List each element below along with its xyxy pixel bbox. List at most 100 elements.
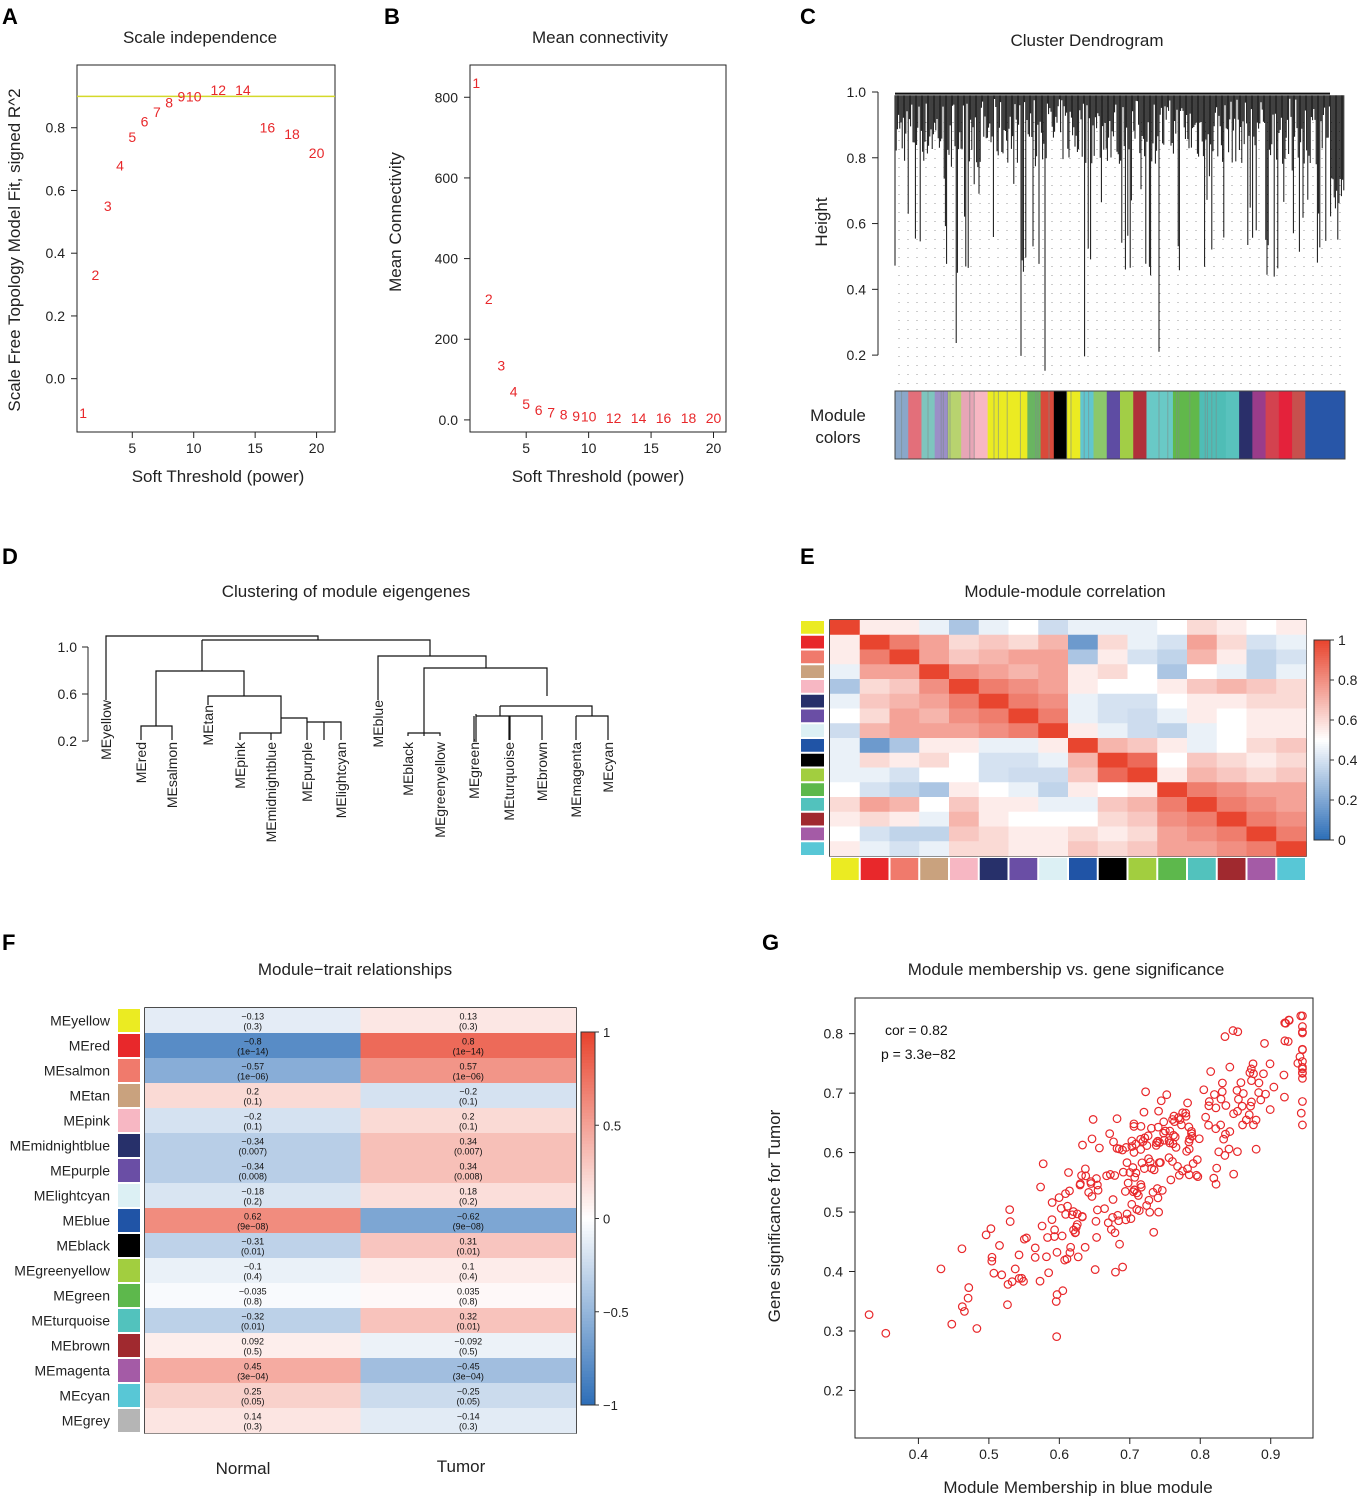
panel-e-legend-label: 0	[1338, 832, 1346, 848]
panel-e-title: Module-module correlation	[964, 582, 1165, 601]
panel-e-legend-band	[1314, 786, 1330, 789]
panel-e-cell	[1157, 693, 1188, 709]
panel-c-module-bar-frame	[894, 390, 1346, 460]
panel-f-legend-band	[581, 1059, 595, 1064]
panel-c-module-color	[908, 391, 922, 459]
panel-g-point	[1128, 1163, 1138, 1172]
panel-g-ytick-label: 0.6	[824, 1145, 844, 1161]
panel-e-cell	[1157, 752, 1188, 768]
panel-e-legend-band	[1314, 818, 1330, 821]
panel-e-cell	[1038, 723, 1069, 739]
panel-e-cell	[1157, 767, 1188, 783]
panel-a-point-label: 14	[235, 82, 251, 98]
panel-e-cell	[1068, 782, 1099, 798]
panel-g-point	[1221, 1101, 1231, 1110]
panel-e-cell	[1276, 723, 1307, 739]
panel-e-cell	[1068, 693, 1099, 709]
panel-g-point	[1183, 1098, 1192, 1108]
panel-g-point	[1077, 1171, 1086, 1180]
panel-e-legend-band	[1314, 738, 1330, 741]
panel-e-cell	[889, 767, 920, 783]
panel-e-col-color	[860, 858, 889, 880]
panel-f-cell-pvalue: (0.4)	[459, 1272, 478, 1282]
panel-e-cell	[1038, 620, 1069, 636]
panel-e-row-color	[801, 827, 824, 841]
panel-e-cell	[1008, 693, 1039, 709]
panel-c-module-color	[1199, 391, 1214, 459]
panel-g-point	[1003, 1300, 1012, 1310]
panel-e-cell	[1127, 752, 1158, 768]
panel-g-plot: 0.4 0.5 0.6 0.7 0.8 0.9 0.2 0.3 0.4 0.5 0.6 0.7 0.8	[824, 1011, 1307, 1462]
panel-f-legend-band	[581, 1109, 595, 1114]
panel-e-cell	[978, 693, 1009, 709]
panel-e-cell	[1276, 679, 1307, 695]
panel-g-point	[1022, 1233, 1031, 1243]
panel-e-legend-band	[1314, 682, 1330, 685]
panel-e-cell	[1216, 841, 1247, 857]
panel-e-legend-band	[1314, 810, 1330, 813]
panel-f-legend-band	[581, 1199, 595, 1204]
panel-e-cell	[1246, 826, 1277, 842]
panel-f-legend-band	[581, 1392, 595, 1397]
panel-f-cell-pvalue: (1e−06)	[237, 1072, 268, 1082]
panel-f-cell-tumor	[360, 1283, 576, 1309]
panel-e-cell	[1127, 649, 1158, 665]
panel-f-cell-pvalue: (0.008)	[238, 1172, 267, 1182]
panel-b-point-label: 8	[560, 407, 568, 423]
panel-g-point	[1144, 1195, 1154, 1205]
panel-f-cell-value: 0.1	[462, 1262, 475, 1272]
panel-e-legend-frame	[1313, 639, 1331, 841]
panel-e-cell	[949, 649, 980, 665]
panel-c-ytick-label: 0.6	[847, 216, 867, 232]
panel-g-point	[1103, 1218, 1113, 1228]
panel-d-plot: 0.2 0.6 1.0 MEyellow MEred MEsalmon MEtan MEpin…	[58, 635, 616, 842]
panel-c-module-color	[1331, 391, 1346, 459]
panel-g-point	[981, 1230, 991, 1240]
panel-b-ylabel: Mean Connectivity	[386, 152, 405, 292]
panel-a-xtick-label: 10	[186, 440, 202, 456]
panel-e-legend-band	[1314, 704, 1330, 707]
panel-a-xtick-label: 20	[309, 440, 325, 456]
panel-f-legend-band	[581, 1289, 595, 1294]
panel-e-legend-band	[1314, 742, 1330, 745]
panel-g-point	[1126, 1214, 1136, 1224]
panel-e-cell	[919, 679, 950, 695]
panel-f-legend-band	[581, 1193, 595, 1198]
panel-f-title: Module−trait relationships	[258, 960, 452, 979]
panel-f-cell-normal	[145, 1183, 361, 1209]
panel-g-point	[1204, 1101, 1214, 1111]
panel-g-point	[1064, 1168, 1073, 1177]
panel-g-ytick-label: 0.2	[824, 1382, 844, 1398]
panel-f-row-color	[118, 1184, 140, 1207]
panel-a-xlabel: Soft Threshold (power)	[132, 467, 305, 486]
panel-e-cell	[1216, 752, 1247, 768]
panel-f-legend-band	[581, 1296, 595, 1300]
panel-e-cell	[1008, 620, 1039, 636]
panel-e-cell	[830, 723, 861, 739]
panel-f-cell-value: −0.34	[241, 1162, 264, 1172]
panel-f-legend-band	[581, 1112, 595, 1117]
panel-e-cell	[1008, 767, 1039, 783]
panel-f-cell-tumor	[360, 1183, 576, 1209]
panel-f-cell-value: −0.092	[454, 1337, 482, 1347]
panel-e-legend-band	[1314, 724, 1330, 727]
panel-e-cell	[1038, 752, 1069, 768]
panel-e-cell	[1276, 708, 1307, 724]
panel-e-cell	[1276, 649, 1307, 665]
panel-f-legend-band	[581, 1041, 595, 1045]
panel-a-frame	[76, 64, 336, 433]
panel-f-cell-normal	[145, 1033, 361, 1059]
panel-c-module-color	[1265, 391, 1280, 459]
panel-e-legend-band	[1314, 780, 1330, 783]
panel-f-legend-band	[581, 1215, 595, 1219]
panel-e-cell	[1097, 826, 1128, 842]
panel-g-point	[1254, 1078, 1264, 1088]
panel-e-legend-band	[1314, 740, 1330, 743]
panel-e-row-color	[801, 842, 824, 855]
panel-e-row-color	[801, 753, 824, 767]
panel-e-cell	[1038, 738, 1069, 754]
panel-e-cell	[1068, 767, 1099, 783]
panel-e-cell	[1127, 782, 1158, 798]
panel-g-point	[1259, 1069, 1268, 1079]
